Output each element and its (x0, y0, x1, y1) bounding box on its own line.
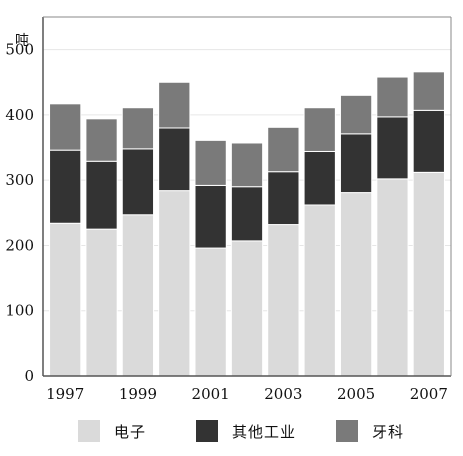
x-tick-label: 1997 (46, 385, 84, 403)
bar-segment-2002-series-2 (230, 142, 264, 188)
bar-segment-2005-series-2 (339, 94, 373, 135)
legend-item-dental: 牙科 (336, 420, 404, 442)
bar-segment-1997-series-0 (49, 222, 82, 377)
x-tick-label: 2005 (337, 385, 375, 403)
bar-segment-2000-series-1 (158, 127, 191, 192)
bar-segment-2002-series-0 (230, 240, 264, 377)
bar-segment-1998-series-0 (85, 228, 118, 377)
bar-segment-2006-series-0 (376, 178, 409, 377)
bar-segment-2001-series-0 (194, 247, 227, 377)
legend-label-dental: 牙科 (372, 422, 405, 441)
y-tick-label: 500 (5, 41, 34, 59)
bar-segment-2006-series-1 (376, 116, 409, 180)
legend-item-other-industry: 其他工业 (196, 420, 296, 442)
bar-segment-1999-series-1 (121, 148, 155, 216)
bar-segment-2005-series-1 (339, 133, 373, 194)
y-axis-unit-label: 吨 (15, 33, 29, 49)
bar-segment-2007-series-2 (412, 71, 445, 111)
legend-label-electronics: 电子 (114, 422, 147, 441)
bar-segment-2000-series-0 (158, 190, 191, 377)
bar-segment-2004-series-0 (303, 204, 336, 377)
legend-item-electronics: 电子 (78, 420, 146, 442)
bar-segment-1998-series-1 (85, 160, 118, 230)
bar-segment-1999-series-0 (121, 214, 155, 377)
bar-segment-2003-series-1 (267, 171, 300, 226)
y-tick-label: 200 (5, 236, 34, 254)
legend-label-other-industry: 其他工业 (232, 422, 297, 441)
bar-segment-2001-series-1 (194, 184, 227, 249)
bar-segment-2006-series-2 (376, 76, 409, 118)
x-tick-label: 2003 (264, 385, 302, 403)
bar-segment-2002-series-1 (230, 186, 264, 242)
bar-segment-2005-series-0 (339, 192, 373, 377)
bar-segment-2003-series-0 (267, 224, 300, 377)
y-tick-label: 0 (24, 367, 34, 385)
bar-segment-2007-series-1 (412, 109, 445, 173)
legend-swatch-other-industry (196, 420, 218, 442)
y-tick-label: 400 (5, 106, 34, 124)
bar-segment-2001-series-2 (194, 139, 227, 186)
legend: 电子 其他工业 牙科 (0, 420, 463, 450)
bar-segment-2004-series-1 (303, 150, 336, 206)
legend-swatch-dental (336, 420, 358, 442)
bar-segment-2007-series-0 (412, 171, 445, 377)
x-tick-label: 2007 (410, 385, 448, 403)
y-tick-label: 100 (5, 302, 34, 320)
x-tick-label: 1999 (119, 385, 157, 403)
legend-swatch-electronics (78, 420, 100, 442)
y-tick-label: 300 (5, 171, 34, 189)
bar-segment-2000-series-2 (158, 81, 191, 129)
bar-segment-1997-series-1 (49, 149, 82, 224)
bar-segment-1998-series-2 (85, 118, 118, 162)
bar-segment-1997-series-2 (49, 103, 82, 151)
bar-segment-1999-series-2 (121, 107, 155, 150)
bar-segment-2004-series-2 (303, 107, 336, 152)
x-tick-label: 2001 (192, 385, 230, 403)
bar-segment-2003-series-2 (267, 126, 300, 173)
